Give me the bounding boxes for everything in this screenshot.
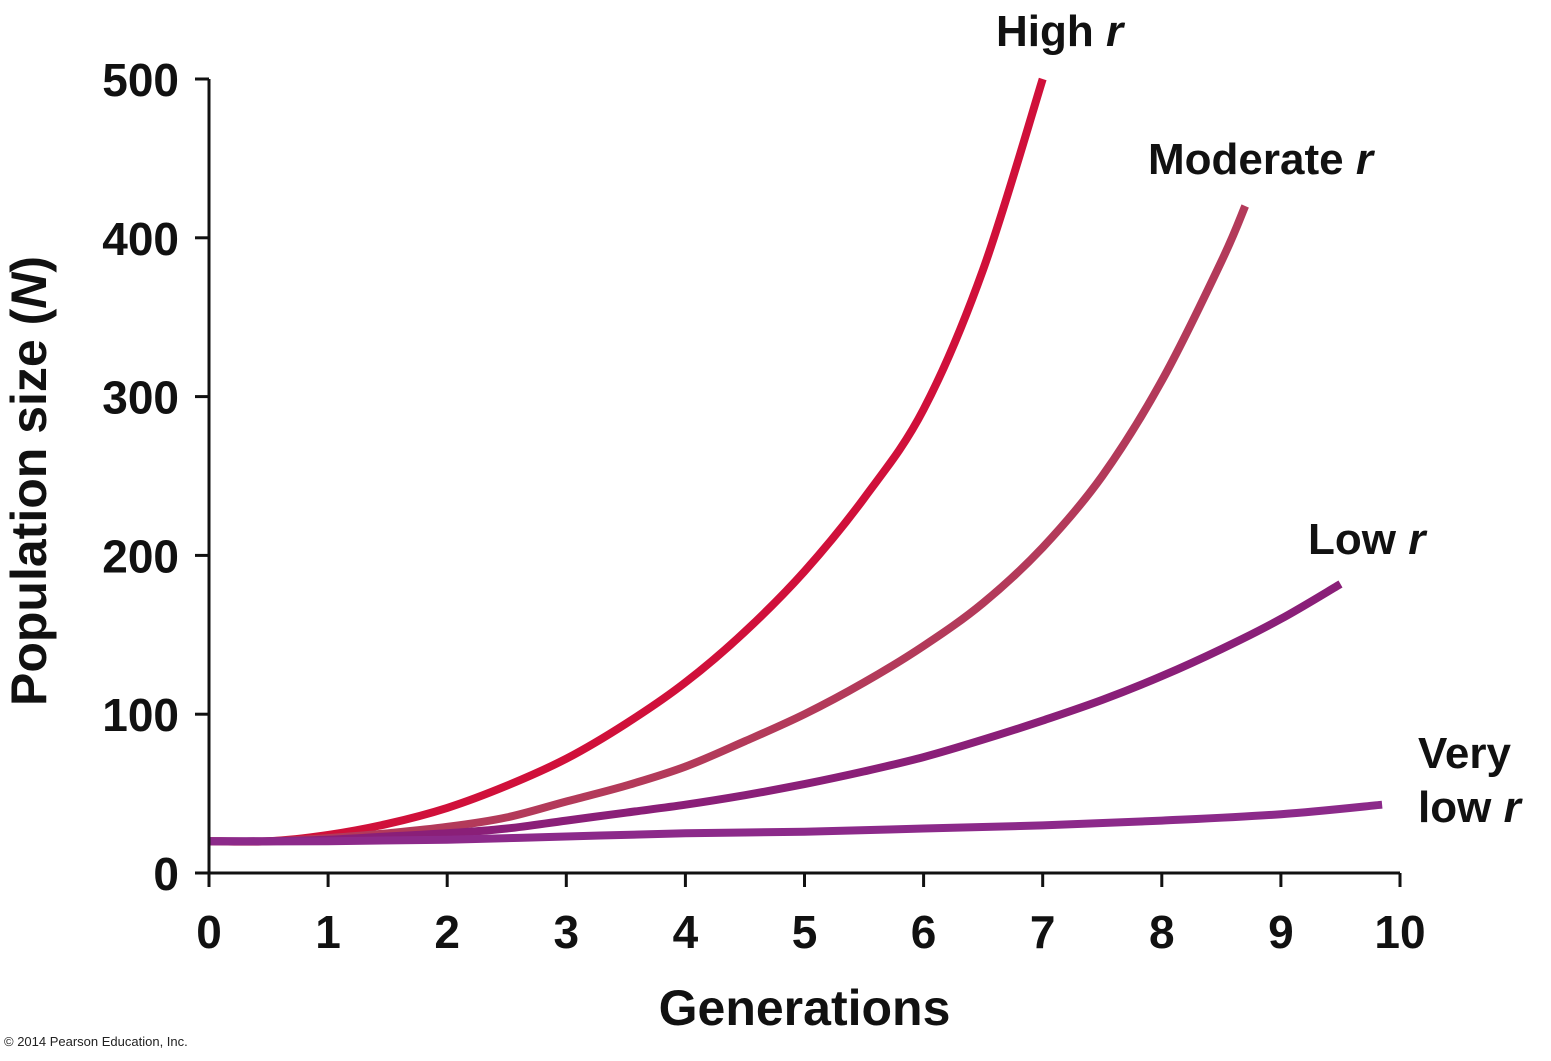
y-axis-title: Population size (N)	[1, 256, 57, 706]
series-line-low-r	[208, 580, 1343, 846]
y-tick-label: 0	[153, 848, 179, 900]
series-line-moderate-r	[208, 204, 1249, 846]
copyright-notice: © 2014 Pearson Education, Inc.	[4, 1034, 188, 1049]
series-labels-layer: High r Moderate r Low r Very low r	[996, 7, 1524, 832]
x-tick-label: 7	[1030, 906, 1056, 958]
series-line-high-r	[208, 77, 1047, 846]
x-tick-label: 2	[434, 906, 460, 958]
series-line-very-low-r	[208, 800, 1383, 846]
series-label-very-low-r: Very low r	[1418, 729, 1524, 832]
y-tick-label: 200	[102, 530, 179, 582]
series-label-high-r: High r	[996, 7, 1126, 56]
x-axis-title: Generations	[659, 980, 951, 1036]
axes-layer	[207, 79, 1400, 875]
y-tick-label: 300	[102, 372, 179, 424]
x-tick-label: 6	[911, 906, 937, 958]
series-layer	[208, 77, 1383, 846]
series-label-moderate-r: Moderate r	[1148, 135, 1376, 184]
x-tick-label: 8	[1149, 906, 1175, 958]
x-tick-label: 1	[315, 906, 341, 958]
x-tick-label: 0	[196, 906, 222, 958]
x-tick-label: 3	[554, 906, 580, 958]
y-tick-label: 500	[102, 54, 179, 106]
series-label-low-r: Low r	[1308, 515, 1428, 564]
x-tick-label: 5	[792, 906, 818, 958]
y-tick-label: 400	[102, 213, 179, 265]
y-tick-label: 100	[102, 689, 179, 741]
x-tick-label: 10	[1374, 906, 1425, 958]
x-tick-label: 4	[673, 906, 699, 958]
x-tick-label: 9	[1268, 906, 1294, 958]
